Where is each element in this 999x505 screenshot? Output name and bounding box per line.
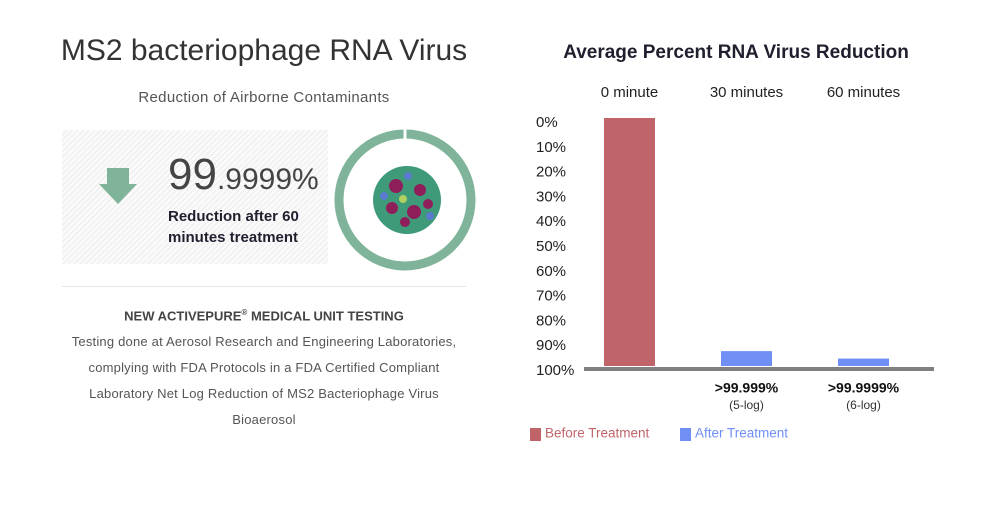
x-tick-label: 30 minutes [710, 84, 783, 101]
y-tick-label: 80% [536, 312, 566, 329]
stat-value: 99.9999% [168, 150, 319, 200]
bar [721, 351, 772, 366]
y-tick-label: 10% [536, 139, 566, 156]
stat-panel [62, 130, 328, 264]
y-tick-label: 70% [536, 288, 566, 305]
legend-swatch [680, 428, 691, 441]
stat-whole: 99 [168, 150, 217, 199]
stat-decimal: .9999% [216, 163, 319, 196]
virus-icon [334, 128, 476, 271]
bar [604, 118, 655, 366]
stat-caption: Reduction after 60 minutes treatment [168, 208, 299, 246]
annotation-note: (5-log) [729, 398, 764, 412]
heading-mark: ® [241, 308, 248, 317]
x-tick-label: 60 minutes [827, 84, 900, 101]
y-tick-label: 0% [536, 114, 558, 131]
subtitle: Reduction of Airborne Contaminants [138, 89, 390, 106]
y-tick-label: 50% [536, 238, 566, 255]
annotation-note: (6-log) [846, 398, 881, 412]
heading-rest: MEDICAL UNIT TESTING [247, 308, 404, 324]
annotation: >99.999% [715, 380, 779, 396]
divider [62, 286, 466, 287]
y-tick-label: 60% [536, 263, 566, 280]
legend-label: Before Treatment [545, 426, 650, 441]
heading-text: NEW ACTIVEPURE [124, 308, 242, 324]
x-tick-label: 0 minute [601, 84, 659, 101]
y-tick-label: 90% [536, 337, 566, 354]
y-tick-label: 20% [536, 164, 566, 181]
y-tick-label: 100% [536, 362, 574, 379]
legend-swatch [530, 428, 541, 441]
y-tick-label: 30% [536, 188, 566, 205]
bar [838, 358, 889, 366]
section-body: Testing done at Aerosol Research and Eng… [71, 334, 457, 427]
title: MS2 bacteriophage RNA Virus [60, 34, 468, 67]
section-heading: NEW ACTIVEPURE® MEDICAL UNIT TESTING [62, 308, 466, 323]
y-tick-label: 40% [536, 213, 566, 230]
legend-label: After Treatment [695, 426, 788, 441]
down-arrow [99, 168, 137, 204]
chart-title: Average Percent RNA Virus Reduction [563, 42, 909, 63]
annotation: >99.9999% [828, 380, 900, 396]
